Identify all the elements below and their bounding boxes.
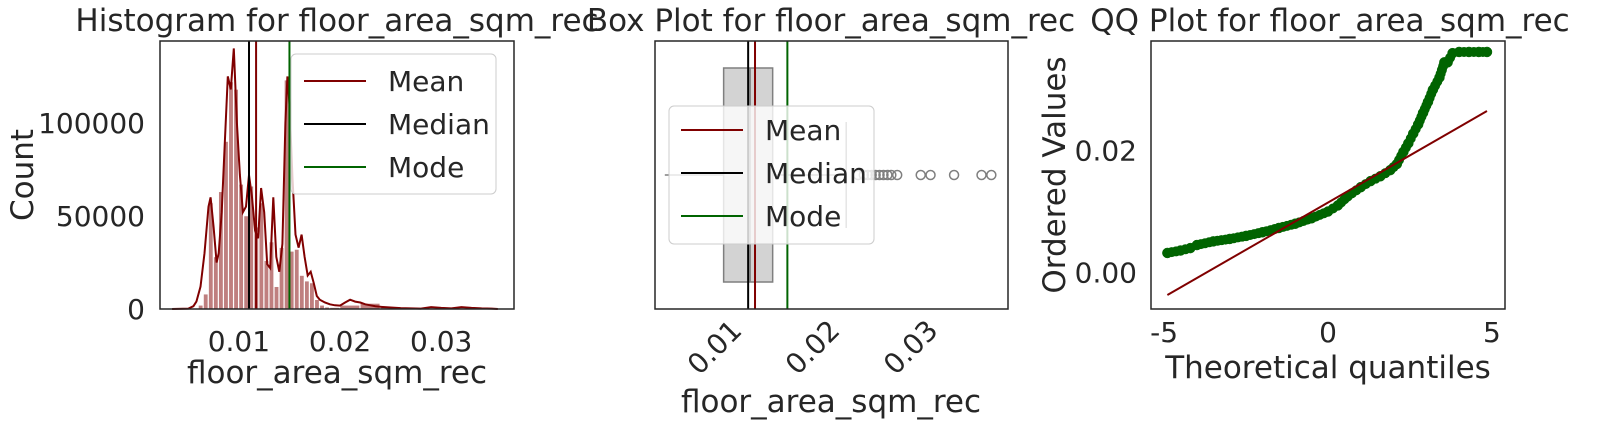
- qq-point: [1481, 46, 1493, 58]
- legend: Mean Median Mode: [290, 53, 497, 195]
- histogram-bar: [273, 286, 280, 310]
- legend-box: [290, 53, 497, 195]
- x-tick-label: -5: [1150, 316, 1178, 349]
- x-tick-label: 0.02: [779, 314, 846, 381]
- chart-title: Histogram for floor_area_sqm_rec: [75, 3, 598, 39]
- outlier-point: [976, 169, 987, 181]
- histogram-panel: 0.01 0.02 0.03 0 50000 100000 floor_area_sqm_r…: [5, 3, 599, 391]
- outlier-point: [882, 169, 893, 181]
- x-tick-label: 0.03: [410, 325, 472, 358]
- outlier-point: [878, 169, 889, 181]
- x-axis-label: floor_area_sqm_rec: [187, 355, 487, 391]
- histogram-bar: [228, 81, 234, 310]
- legend-label: Mean: [765, 114, 841, 147]
- legend-label: Median: [765, 157, 867, 190]
- plot-frame: [159, 40, 515, 310]
- y-tick-label: 0: [127, 293, 145, 326]
- histogram-bar: [263, 260, 269, 310]
- plot-frame: [654, 40, 1009, 310]
- x-tick-label: 0.02: [309, 325, 371, 358]
- outlier-point: [925, 169, 936, 181]
- chart-title: Box Plot for floor_area_sqm_rec: [587, 3, 1075, 39]
- x-tick-label: 0.01: [208, 325, 270, 358]
- histogram-bar: [243, 215, 249, 310]
- histogram-bar: [309, 282, 315, 310]
- x-axis-label: floor_area_sqm_rec: [681, 384, 981, 420]
- qq-reference-line: [1166, 110, 1488, 296]
- x-tick-label: 5: [1483, 316, 1501, 349]
- legend: Mean Median Mode: [668, 105, 875, 245]
- x-tick-label: 0.03: [877, 314, 944, 381]
- legend-label: Mode: [388, 151, 464, 184]
- y-tick-label: 0.00: [1075, 256, 1137, 289]
- x-tick-label: 0.01: [681, 314, 748, 381]
- qqplot-panel: -5 0 5 0.00 0.02 Theoretical quantiles Ordered…: [1037, 3, 1570, 386]
- histogram-bar: [299, 275, 305, 310]
- legend-label: Mode: [765, 200, 841, 233]
- histogram-bar: [203, 293, 209, 310]
- outlier-point: [874, 169, 885, 181]
- outlier-point: [891, 169, 903, 181]
- y-tick-label: 100000: [38, 107, 145, 140]
- y-axis-label: Ordered Values: [1037, 56, 1073, 293]
- outlier-point: [915, 169, 926, 181]
- y-axis-label: Count: [5, 129, 41, 221]
- outlier-point: [986, 169, 997, 181]
- legend-label: Mean: [388, 65, 464, 98]
- histogram-bar: [213, 256, 219, 310]
- histogram-bar: [294, 249, 300, 310]
- outlier-point: [886, 169, 897, 181]
- x-axis-label: Theoretical quantiles: [1164, 350, 1491, 386]
- chart-title: QQ Plot for floor_area_sqm_rec: [1090, 3, 1569, 39]
- outlier-point: [948, 169, 960, 181]
- plot-frame: [1150, 40, 1506, 310]
- legend-box: [668, 105, 875, 245]
- histogram-bar: [304, 280, 310, 310]
- legend-label: Median: [388, 108, 490, 141]
- x-tick-label: 0: [1319, 316, 1337, 349]
- histogram-bar: [314, 299, 320, 310]
- y-tick-label: 50000: [56, 200, 145, 233]
- y-tick-label: 0.02: [1075, 135, 1137, 168]
